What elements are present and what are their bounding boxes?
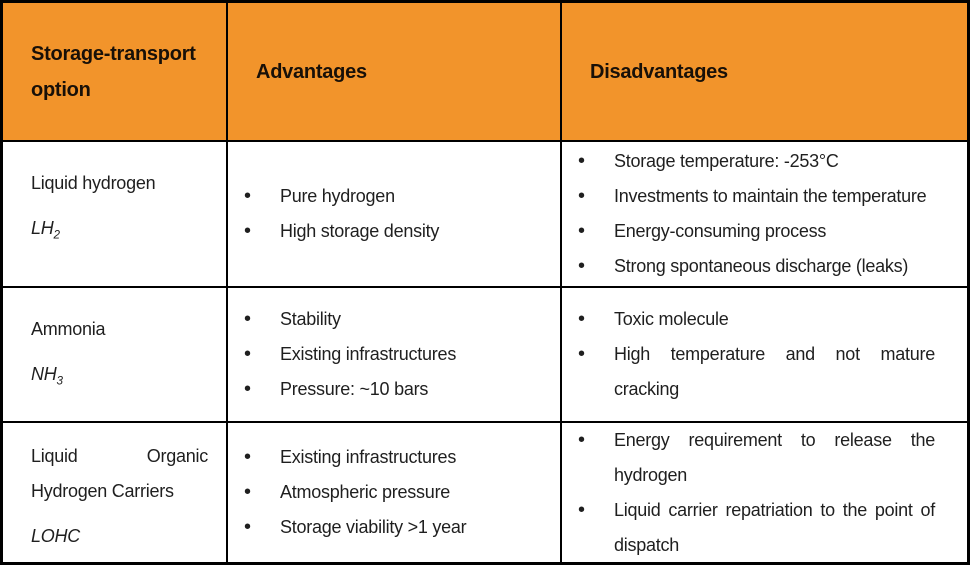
formula-subscript: 2	[53, 228, 61, 242]
list-item-text: Atmospheric pressure	[280, 482, 451, 502]
option-cell-lohc: Liquid Organic Hydrogen Carriers LOHC	[3, 423, 228, 562]
list-item-text: Pure hydrogen	[280, 186, 395, 206]
bullet-icon: •	[244, 378, 251, 400]
option-name: Ammonia	[31, 319, 106, 339]
bullet-icon: •	[244, 185, 251, 207]
list-item: • Energy requirement to release the hydro…	[562, 423, 935, 493]
list-item: • Atmospheric pressure	[228, 475, 550, 510]
bullet-icon: •	[244, 343, 251, 365]
list-item-text: Existing infrastructures	[280, 344, 457, 364]
header-cell-disadvantages: Disadvantages	[562, 3, 967, 142]
bullet-icon: •	[244, 446, 251, 468]
option-formula: LOHC	[31, 519, 208, 554]
list-item: • Storage temperature: -253°C	[562, 144, 935, 179]
list-item-text: Investments to maintain the temperature	[614, 186, 927, 206]
formula-text: NH	[31, 364, 57, 384]
list-item: • Pure hydrogen	[228, 179, 550, 214]
bullet-icon: •	[578, 255, 585, 277]
bullet-icon: •	[578, 428, 585, 451]
list-item: • Existing infrastructures	[228, 440, 550, 475]
list-item-text: Existing infrastructures	[280, 447, 457, 467]
disadvantages-cell-liquid-hydrogen: • Storage temperature: -253°C • Investment…	[562, 142, 967, 288]
header-advantages-label: Advantages	[256, 60, 367, 83]
bullet-icon: •	[244, 481, 251, 503]
header-disadvantages-label: Disadvantages	[590, 60, 728, 83]
list-item: • Energy-consuming process	[562, 214, 935, 249]
formula-subscript: 3	[56, 374, 64, 388]
list-item: • Pressure: ~10 bars	[228, 372, 550, 407]
bullet-icon: •	[578, 308, 585, 330]
list-item: • Strong spontaneous discharge (leaks)	[562, 249, 935, 284]
formula-text: LH	[31, 218, 54, 238]
list-item-text: Pressure: ~10 bars	[280, 379, 429, 399]
list-item-text: Energy requirement to release the hydrog…	[614, 429, 935, 485]
list-item-text: High storage density	[280, 221, 440, 241]
list-item: • Stability	[228, 302, 550, 337]
advantages-cell-liquid-hydrogen: • Pure hydrogen • High storage density	[228, 142, 562, 288]
bullet-icon: •	[244, 516, 251, 538]
disadvantages-cell-lohc: • Energy requirement to release the hydro…	[562, 423, 967, 562]
list-item-text: Energy-consuming process	[614, 221, 827, 241]
list-item-text: Stability	[280, 309, 341, 329]
list-item-text: Toxic molecule	[614, 309, 729, 329]
option-formula: NH3	[31, 357, 208, 392]
option-formula: LH2	[31, 211, 208, 246]
bullet-icon: •	[244, 308, 251, 330]
advantages-cell-ammonia: • Stability • Existing infrastructures • Pr…	[228, 288, 562, 423]
option-cell-liquid-hydrogen: Liquid hydrogen LH2	[3, 142, 228, 288]
list-item-text: Storage viability >1 year	[280, 517, 467, 537]
list-item: • Investments to maintain the temperature	[562, 179, 935, 214]
bullet-icon: •	[578, 498, 585, 521]
list-item-text: High temperature and not mature cracking	[614, 344, 935, 399]
bullet-icon: •	[578, 150, 585, 172]
option-name: Liquid Organic Hydrogen Carriers	[31, 446, 208, 501]
header-option-label: Storage-transport option	[31, 42, 196, 101]
bullet-icon: •	[578, 343, 585, 365]
list-item-text: Liquid carrier repatriation to the point…	[614, 499, 935, 555]
option-cell-ammonia: Ammonia NH3	[3, 288, 228, 423]
header-cell-advantages: Advantages	[228, 3, 562, 142]
advantages-cell-lohc: • Existing infrastructures • Atmospheric p…	[228, 423, 562, 562]
list-item: • High temperature and not mature crackin…	[562, 337, 935, 407]
bullet-icon: •	[578, 185, 585, 207]
list-item: • Toxic molecule	[562, 302, 935, 337]
bullet-icon: •	[244, 220, 251, 242]
option-name: Liquid hydrogen	[31, 173, 156, 193]
list-item: • Storage viability >1 year	[228, 510, 550, 545]
list-item-text: Strong spontaneous discharge (leaks)	[614, 256, 909, 276]
list-item: • Existing infrastructures	[228, 337, 550, 372]
disadvantages-cell-ammonia: • Toxic molecule • High temperature and no…	[562, 288, 967, 423]
list-item: • Liquid carrier repatriation to the poin…	[562, 493, 935, 563]
bullet-icon: •	[578, 220, 585, 242]
list-item: • High storage density	[228, 214, 550, 249]
list-item-text: Storage temperature: -253°C	[614, 151, 839, 171]
header-cell-option: Storage-transport option	[3, 3, 228, 142]
formula-text: LOHC	[31, 526, 81, 546]
